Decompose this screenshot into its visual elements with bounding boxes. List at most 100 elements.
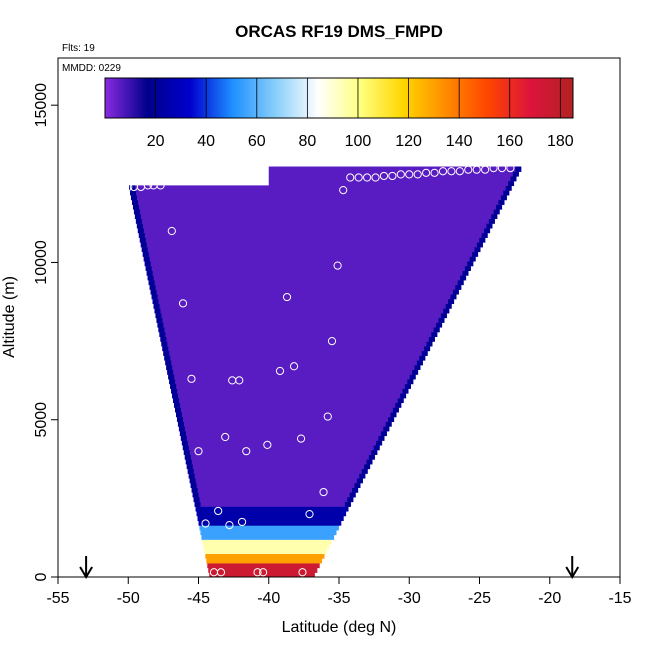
colorbar-tick-label: 60 <box>248 133 266 150</box>
heatmap-edge-cell <box>436 322 443 328</box>
heatmap-edge-cell <box>155 312 162 319</box>
heatmap-edge-cell <box>488 218 495 224</box>
heatmap-cell <box>197 515 344 521</box>
heatmap-edge-cell <box>181 440 188 446</box>
heatmap-cell <box>174 402 402 408</box>
heatmap-edge-cell <box>457 279 464 286</box>
heatmap-cell <box>169 378 414 385</box>
heatmap-edge-cell <box>467 260 474 267</box>
heatmap-edge-cell <box>469 256 476 262</box>
heatmap-cell <box>180 435 385 441</box>
observation-point <box>405 170 414 179</box>
heatmap-edge-cell <box>455 284 462 290</box>
heatmap-cell <box>136 223 493 229</box>
heatmap-edge-cell <box>493 208 500 215</box>
heatmap-edge-cell <box>146 270 153 276</box>
heatmap-cell <box>149 284 462 290</box>
heatmap-cell <box>137 227 491 234</box>
heatmap-edge-cell <box>132 204 139 210</box>
heatmap-edge-cell <box>505 185 512 191</box>
observation-point <box>242 447 251 456</box>
heatmap-cell <box>196 510 347 517</box>
heatmap-edge-cell <box>166 364 173 370</box>
heatmap-cell <box>135 218 495 224</box>
heatmap-edge-cell <box>185 459 192 465</box>
heatmap-edge-cell <box>433 326 440 333</box>
heatmap-edge-cell <box>148 279 155 286</box>
x-tick-label: -40 <box>257 590 280 607</box>
heatmap-edge-cell <box>186 463 193 470</box>
heatmap-edge-cell <box>167 369 174 375</box>
heatmap-edge-cell <box>500 194 507 201</box>
colorbar-dividers <box>155 78 561 118</box>
observation-point <box>413 170 422 179</box>
heatmap-cell <box>268 166 522 172</box>
heatmap-edge-cell <box>392 407 399 413</box>
heatmap-cell <box>170 383 411 389</box>
observation-point <box>422 168 431 177</box>
heatmap-edge-cell <box>472 251 479 257</box>
chart-title: ORCAS RF19 DMS_FMPD <box>235 22 443 41</box>
observation-point <box>464 165 473 174</box>
x-tick-label: -50 <box>117 590 140 607</box>
heatmap-cell <box>185 459 373 465</box>
heatmap-edge-cell <box>137 227 144 234</box>
heatmap-edge-cell <box>151 293 158 300</box>
heatmap-edge-cell <box>409 374 416 380</box>
heatmap-edge-cell <box>474 246 481 253</box>
heatmap-edge-cell <box>510 175 517 182</box>
heatmap-cell <box>146 270 469 276</box>
observation-point <box>327 336 337 346</box>
heatmap-cell <box>167 369 419 375</box>
heatmap-edge-cell <box>385 421 392 427</box>
heatmap-edge-cell <box>163 350 170 356</box>
heatmap-edge-cell <box>462 270 469 276</box>
heatmap-edge-cell <box>481 232 488 238</box>
heatmap-cell <box>162 345 431 352</box>
heatmap-cell <box>139 237 486 243</box>
colorbar-tick-label: 120 <box>395 133 422 150</box>
heatmap-cell <box>178 426 390 432</box>
observation-point <box>430 168 439 177</box>
heatmap-cell <box>129 185 512 191</box>
observation-point <box>497 163 507 173</box>
heatmap-edge-cell <box>378 435 385 441</box>
heatmap-cell <box>188 473 366 479</box>
heatmap-cell <box>268 175 517 182</box>
heatmap-edge-cell <box>512 171 519 177</box>
heatmap-edge-cell <box>158 326 165 333</box>
heatmap-cell <box>187 468 368 474</box>
heatmap-cell <box>140 242 483 248</box>
heatmap-edge-cell <box>149 284 156 290</box>
heatmap-edge-cell <box>176 416 183 422</box>
observation-point <box>156 181 165 190</box>
heatmap-edge-cell <box>395 402 402 408</box>
heatmap-cell <box>157 322 443 328</box>
heatmap-cell <box>131 199 505 205</box>
heatmap-edge-cell <box>175 407 182 413</box>
heatmap-edge-cell <box>364 463 371 470</box>
heatmap-edge-cell <box>179 430 186 437</box>
heatmap-edge-cell <box>138 232 145 238</box>
observation-point <box>319 487 328 497</box>
observation-point <box>396 170 405 179</box>
observation-point <box>388 171 397 181</box>
heatmap-cell <box>151 293 457 300</box>
observation-point <box>221 432 230 442</box>
x-tick-label: -55 <box>46 590 69 607</box>
heatmap-edge-cell <box>159 331 166 337</box>
colorbar-tick-label: 180 <box>547 133 574 150</box>
heatmap-edge-cell <box>412 369 419 375</box>
heatmap-edge-cell <box>161 341 168 347</box>
heatmap-edge-cell <box>438 317 445 323</box>
heatmap-cell <box>144 260 474 267</box>
heatmap-cell <box>206 558 323 564</box>
heatmap-edge-cell <box>147 275 154 281</box>
heatmap-cell <box>181 440 383 446</box>
heatmap-edge-cell <box>150 289 157 295</box>
heatmap-edge-cell <box>349 492 356 498</box>
observation-point <box>216 568 226 577</box>
heatmap-cell <box>186 463 371 470</box>
heatmap-cell <box>179 430 387 437</box>
y-tick-label: 10000 <box>33 240 50 285</box>
